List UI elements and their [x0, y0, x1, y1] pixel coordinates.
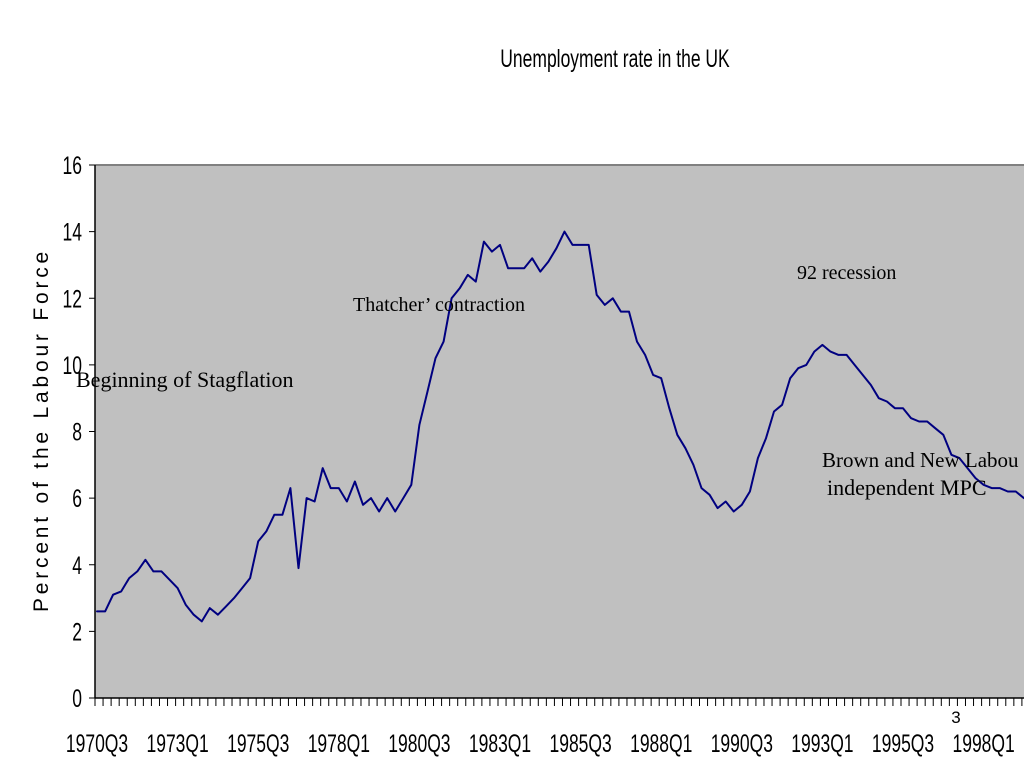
- x-tick-label: 1975Q3: [227, 729, 289, 758]
- y-axis-ticks: 0 2 4 6 8 10 12 14 16: [63, 151, 95, 713]
- annotation-thatcher-contraction: Thatcher’ contraction: [353, 294, 525, 316]
- x-tick-label: 1980Q3: [388, 729, 450, 758]
- x-tick-label: 1998Q1: [952, 729, 1014, 758]
- y-tick-label: 14: [63, 217, 82, 246]
- y-axis-label: Percent of the Labour Force: [30, 248, 53, 612]
- page-number: 3: [951, 708, 960, 727]
- y-tick-label: 6: [72, 484, 82, 513]
- x-tick-label: 1988Q1: [630, 729, 692, 758]
- y-tick-label: 4: [72, 551, 82, 580]
- x-tick-label: 1993Q1: [791, 729, 853, 758]
- annotation-independent-mpc: independent MPC: [827, 475, 987, 500]
- x-tick-label: 1985Q3: [549, 729, 611, 758]
- x-tick-label: 1970Q3: [66, 729, 128, 758]
- annotation-stagflation: Beginning of Stagflation: [76, 367, 294, 392]
- y-tick-label: 0: [72, 684, 82, 713]
- plot-area: [95, 165, 1024, 698]
- annotations: Beginning of Stagflation Thatcher’ contr…: [76, 262, 1019, 500]
- annotation-brown-new-labour: Brown and New Labou: [822, 448, 1019, 472]
- y-tick-label: 16: [63, 151, 82, 180]
- y-tick-label: 2: [72, 617, 82, 646]
- y-tick-label: 8: [72, 417, 82, 446]
- x-tick-label: 1990Q3: [711, 729, 773, 758]
- chart-title: Unemployment rate in the UK: [500, 44, 730, 73]
- y-tick-label: 12: [63, 284, 82, 313]
- y-tick-label: 10: [63, 351, 82, 380]
- x-tick-label: 1978Q1: [308, 729, 370, 758]
- series-line: [96, 230, 1024, 623]
- x-tick-label: 1995Q3: [872, 729, 934, 758]
- x-tick-label: 1983Q1: [469, 729, 531, 758]
- annotation-92-recession: 92 recession: [797, 262, 896, 284]
- x-tick-label: 1973Q1: [146, 729, 208, 758]
- x-axis-ticks: 1970Q3 1973Q1 1975Q3 1978Q1 1980Q3 1983Q1 1985…: [66, 698, 1023, 758]
